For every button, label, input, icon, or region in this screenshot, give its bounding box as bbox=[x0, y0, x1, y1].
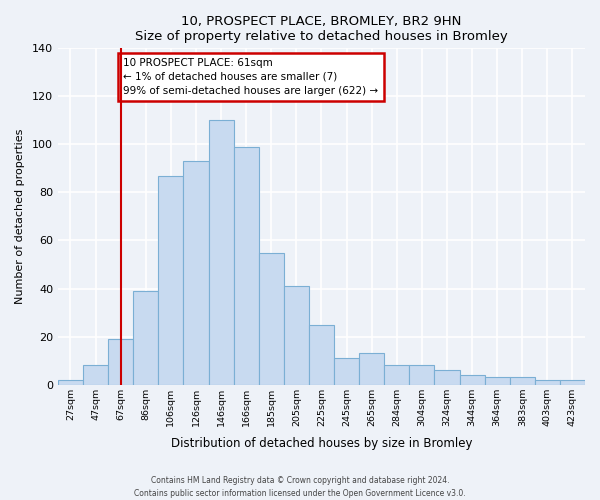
Bar bbox=[510, 378, 535, 384]
Text: 10 PROSPECT PLACE: 61sqm
← 1% of detached houses are smaller (7)
99% of semi-det: 10 PROSPECT PLACE: 61sqm ← 1% of detache… bbox=[123, 58, 379, 96]
Bar bbox=[359, 354, 384, 384]
Bar bbox=[485, 378, 510, 384]
X-axis label: Distribution of detached houses by size in Bromley: Distribution of detached houses by size … bbox=[171, 437, 472, 450]
Bar bbox=[434, 370, 460, 384]
Bar bbox=[108, 339, 133, 384]
Text: Contains HM Land Registry data © Crown copyright and database right 2024.
Contai: Contains HM Land Registry data © Crown c… bbox=[134, 476, 466, 498]
Bar bbox=[409, 366, 434, 384]
Bar bbox=[535, 380, 560, 384]
Bar bbox=[460, 375, 485, 384]
Bar bbox=[233, 147, 259, 384]
Bar bbox=[384, 366, 409, 384]
Bar bbox=[133, 291, 158, 384]
Bar bbox=[158, 176, 184, 384]
Bar bbox=[259, 252, 284, 384]
Title: 10, PROSPECT PLACE, BROMLEY, BR2 9HN
Size of property relative to detached house: 10, PROSPECT PLACE, BROMLEY, BR2 9HN Siz… bbox=[135, 15, 508, 43]
Bar bbox=[334, 358, 359, 384]
Bar bbox=[284, 286, 309, 384]
Y-axis label: Number of detached properties: Number of detached properties bbox=[15, 129, 25, 304]
Bar bbox=[83, 366, 108, 384]
Bar bbox=[560, 380, 585, 384]
Bar bbox=[58, 380, 83, 384]
Bar bbox=[209, 120, 233, 384]
Bar bbox=[184, 161, 209, 384]
Bar bbox=[309, 324, 334, 384]
